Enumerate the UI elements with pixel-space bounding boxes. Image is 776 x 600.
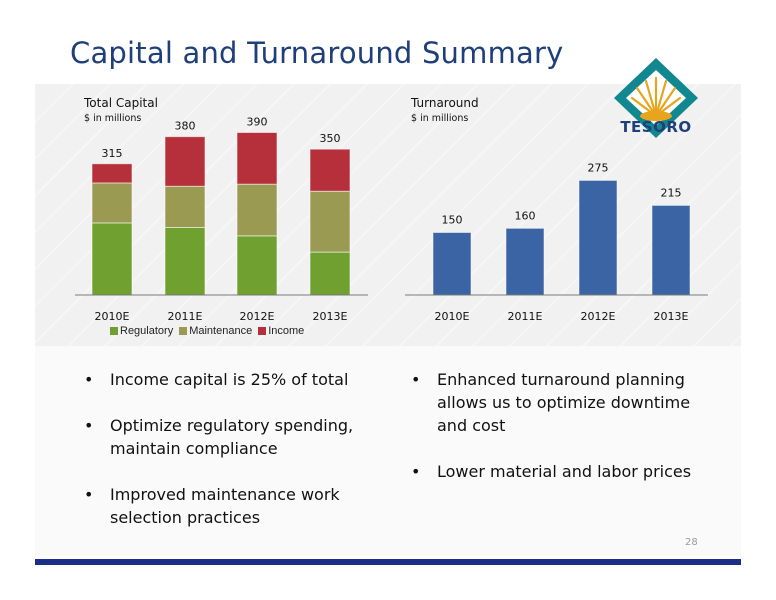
chart-background-pattern	[35, 84, 741, 346]
value-label-2012E: 275	[588, 161, 609, 174]
bar-income-2011E	[164, 136, 206, 187]
total-label-2010E: 315	[102, 147, 123, 160]
bar-turnaround-2012E	[578, 179, 618, 296]
slide-title: Capital and Turnaround Summary	[70, 36, 564, 70]
turnaround-chart: 150 2010E 160 2011E 275 2012E 215 2013E	[405, 161, 708, 323]
value-label-2010E: 150	[442, 214, 463, 227]
turnaround-chart-title: Turnaround	[411, 96, 479, 110]
bullet-item: Income capital is 25% of total	[84, 368, 384, 391]
x-tick-label: 2010E	[435, 310, 470, 323]
x-tick-label: 2011E	[168, 310, 203, 323]
x-tick-label: 2011E	[508, 310, 543, 323]
bullet-item: Lower material and labor prices	[411, 460, 711, 483]
chart-background-band	[35, 84, 741, 346]
legend-item-regulatory: Regulatory	[110, 325, 173, 337]
bar-income-2010E	[91, 163, 133, 184]
bar-income-2013E	[309, 148, 351, 192]
legend-label-regulatory: Regulatory	[120, 325, 174, 337]
turnaround-chart-subtitle: $ in millions	[411, 113, 469, 124]
capital-chart-subtitle: $ in millions	[84, 113, 142, 124]
bar-regulatory-2010E	[91, 222, 133, 296]
legend-item-income: Income	[258, 325, 304, 337]
bar-income-2012E	[236, 132, 278, 185]
value-label-2011E: 160	[515, 209, 536, 222]
bar-maintenance-2010E	[91, 182, 133, 224]
bar-turnaround-2013E	[651, 204, 691, 296]
legend-label-income: Income	[268, 325, 305, 337]
bar-turnaround-2010E	[432, 232, 472, 296]
legend-swatch-regulatory	[110, 327, 118, 335]
legend-swatch-income	[258, 327, 267, 335]
total-label-2011E: 380	[175, 120, 196, 133]
capital-chart-legend: Regulatory Maintenance Income	[110, 325, 304, 337]
capital-chart-title: Total Capital	[84, 96, 158, 110]
page-number: 28	[685, 537, 698, 548]
bar-maintenance-2011E	[164, 185, 206, 228]
bar-regulatory-2012E	[236, 235, 278, 296]
bar-turnaround-2011E	[505, 227, 545, 296]
legend-label-maintenance: Maintenance	[189, 325, 253, 337]
legend-item-maintenance: Maintenance	[179, 325, 252, 337]
turnaround-bullet-list: Enhanced turnaround planning allows us t…	[411, 368, 711, 506]
total-label-2012E: 390	[247, 116, 268, 129]
logo-wordmark: TESORO	[620, 118, 692, 136]
value-label-2013E: 215	[661, 186, 682, 199]
tesoro-logo-icon	[614, 58, 698, 138]
x-tick-label: 2012E	[240, 310, 275, 323]
capital-chart: 315 2010E 380 2011E 390 2012E 350 2013E	[75, 116, 368, 323]
total-label-2013E: 350	[320, 132, 341, 145]
x-tick-label: 2013E	[654, 310, 689, 323]
x-tick-label: 2013E	[313, 310, 348, 323]
bullet-item: Enhanced turnaround planning allows us t…	[411, 368, 711, 437]
footer-bar	[35, 559, 741, 565]
bullet-item: Optimize regulatory spending, maintain c…	[84, 414, 384, 460]
bar-maintenance-2012E	[236, 183, 278, 237]
x-tick-label: 2010E	[95, 310, 130, 323]
capital-bullet-list: Income capital is 25% of total Optimize …	[84, 368, 384, 552]
bullet-item: Improved maintenance work selection prac…	[84, 483, 384, 529]
x-tick-label: 2012E	[581, 310, 616, 323]
legend-swatch-maintenance	[179, 327, 188, 335]
